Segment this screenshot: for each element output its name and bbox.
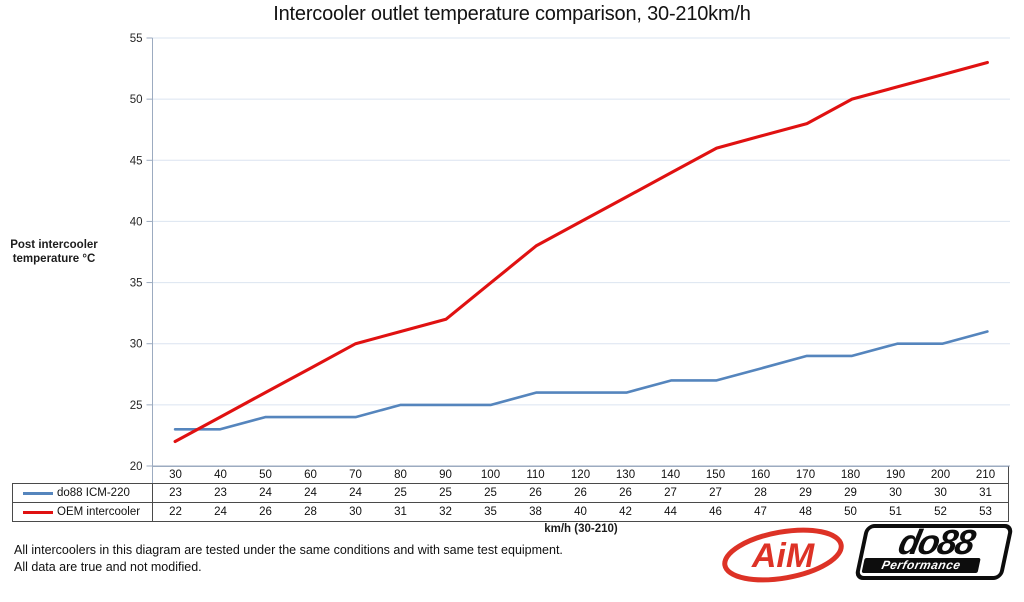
table-cell: 29 xyxy=(799,487,812,499)
aim-logo: AiM xyxy=(722,527,844,583)
series-line-do88-icm-220 xyxy=(173,330,989,431)
table-cell: 25 xyxy=(394,487,407,499)
x-tick-label: 180 xyxy=(840,469,861,481)
x-tick-label: 200 xyxy=(930,469,951,481)
table-cell: 25 xyxy=(439,487,452,499)
table-cell: 26 xyxy=(619,487,632,499)
table-cell: 30 xyxy=(349,506,362,518)
table-cell: 30 xyxy=(889,487,902,499)
footer-note-line: All data are true and not modified. xyxy=(14,559,202,574)
table-cell: 44 xyxy=(664,506,677,518)
table-row: do88 ICM-220 23 23 24 24 24 25 25 25 26 26 26 27 27 28… xyxy=(13,484,1008,502)
table-cell: 35 xyxy=(484,506,497,518)
table-cell: 24 xyxy=(214,506,227,518)
table-cell: 28 xyxy=(754,487,767,499)
table-cell: 40 xyxy=(574,506,587,518)
do88-logo-frame: do88 Performance xyxy=(854,523,1014,580)
table-cell: 42 xyxy=(619,506,632,518)
x-tick-label: 100 xyxy=(480,469,501,481)
legend-line-swatch xyxy=(23,510,53,514)
x-tick-label: 110 xyxy=(526,469,545,481)
legend-cell: do88 ICM-220 xyxy=(13,484,153,502)
x-tick-label: 70 xyxy=(349,469,362,481)
table-cell: 46 xyxy=(709,506,722,518)
table-cell: 53 xyxy=(979,506,992,518)
table-cell: 28 xyxy=(304,506,317,518)
x-tick-label: 210 xyxy=(975,469,996,481)
x-axis-label: km/h (30-210) xyxy=(544,523,618,535)
table-cell: 26 xyxy=(529,487,542,499)
table-cell: 50 xyxy=(844,506,857,518)
x-tick-label: 190 xyxy=(885,469,906,481)
do88-logo-subtext: Performance xyxy=(861,558,981,573)
x-tick-label: 160 xyxy=(750,469,771,481)
x-tick-label: 170 xyxy=(795,469,816,481)
x-tick-label: 90 xyxy=(439,469,452,481)
x-tick-label: 120 xyxy=(570,469,591,481)
table-cell: 47 xyxy=(754,506,767,518)
x-tick-label: 30 xyxy=(169,469,182,481)
legend-label: OEM intercooler xyxy=(57,506,141,518)
legend-line-swatch xyxy=(23,491,53,495)
legend-cell: OEM intercooler xyxy=(13,503,153,521)
x-tick-label: 50 xyxy=(259,469,272,481)
footer-note-line: All intercoolers in this diagram are tes… xyxy=(14,543,563,557)
y-tick-label: 50 xyxy=(130,94,143,106)
table-cell: 23 xyxy=(169,487,182,499)
y-tick-label: 30 xyxy=(130,339,143,351)
aim-logo-text: AiM xyxy=(751,537,815,575)
x-tick-label: 150 xyxy=(705,469,726,481)
table-cell: 23 xyxy=(214,487,227,499)
table-cell: 52 xyxy=(934,506,947,518)
table-cell: 48 xyxy=(799,506,812,518)
table-cell: 26 xyxy=(259,506,272,518)
table-cell: 24 xyxy=(304,487,317,499)
table-cell: 31 xyxy=(394,506,407,518)
table-cell: 31 xyxy=(979,487,992,499)
table-cell: 27 xyxy=(709,487,722,499)
y-tick-label: 25 xyxy=(130,400,143,412)
table-cell: 38 xyxy=(529,506,542,518)
x-tick-label: 80 xyxy=(394,469,407,481)
y-tick-label: 45 xyxy=(130,155,143,167)
table-cell: 22 xyxy=(169,506,182,518)
table-cell: 24 xyxy=(349,487,362,499)
y-tick-label: 20 xyxy=(130,461,143,473)
table-cell: 25 xyxy=(484,487,497,499)
table-cell: 24 xyxy=(259,487,272,499)
y-axis-label: Post intercooler temperature °C xyxy=(10,239,98,265)
data-table: 30 40 50 60 70 80 90 100 110 120 130 140 150 160 170 18… xyxy=(12,466,1009,522)
table-cell: 32 xyxy=(439,506,452,518)
x-tick-label: 130 xyxy=(615,469,636,481)
table-row: OEM intercooler 22 24 26 28 30 31 32 35 38 40 42 44 4… xyxy=(13,502,1008,521)
table-cell: 26 xyxy=(574,487,587,499)
x-tick-label: 40 xyxy=(214,469,227,481)
table-cell: 27 xyxy=(664,487,677,499)
aim-logo-ellipse xyxy=(722,527,844,583)
y-tick-label: 40 xyxy=(130,216,143,228)
chart-title: Intercooler outlet temperature compariso… xyxy=(273,3,751,25)
do88-logo-text: do88 xyxy=(895,523,978,562)
series-value-rows: do88 ICM-220 23 23 24 24 24 25 25 25 26 26 26 27 27 28… xyxy=(12,483,1009,522)
y-tick-label: 55 xyxy=(130,33,143,45)
x-tick-label: 60 xyxy=(304,469,317,481)
do88-logo: do88 Performance xyxy=(852,523,1014,590)
legend-label: do88 ICM-220 xyxy=(57,487,130,499)
x-axis-category-row: 30 40 50 60 70 80 90 100 110 120 130 140 150 160 170 18… xyxy=(152,466,1009,483)
series-line-oem-intercooler xyxy=(173,60,989,444)
y-tick-label: 35 xyxy=(130,278,143,290)
x-tick-label: 140 xyxy=(660,469,681,481)
footer-notes: All intercoolers in this diagram are tes… xyxy=(14,542,563,575)
table-cell: 30 xyxy=(934,487,947,499)
table-cell: 51 xyxy=(889,506,902,518)
table-cell: 29 xyxy=(844,487,857,499)
